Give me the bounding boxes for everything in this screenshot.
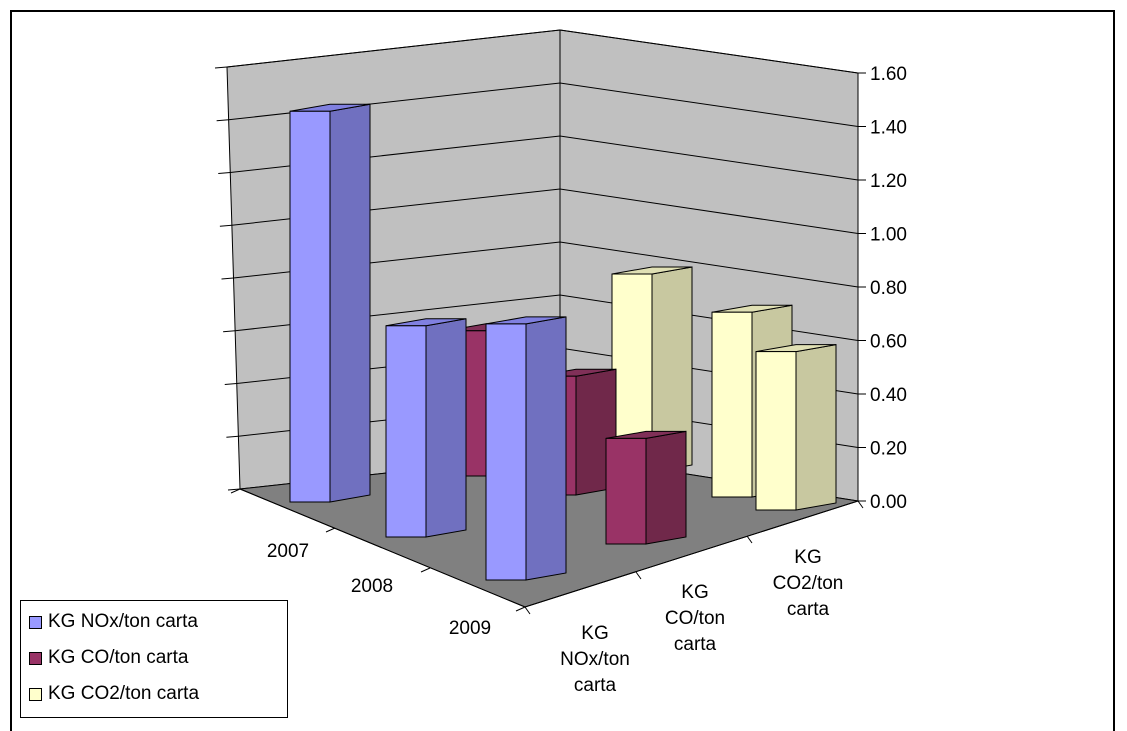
category-label: KG NOx/ton carta (560, 623, 630, 696)
category-label-line: carta (674, 634, 717, 655)
y-tick-label: 1.00 (870, 225, 907, 246)
category-label: KG CO/ton carta (665, 582, 725, 655)
category-label-line: carta (787, 599, 830, 620)
category-label-line: KG (794, 547, 821, 568)
category-label: KG CO2/ton carta (773, 547, 844, 620)
category-tick (857, 500, 864, 509)
y-tick-label: 0.60 (870, 332, 907, 353)
bar-side (645, 430, 687, 545)
year-label: 2008 (351, 576, 393, 597)
category-axis-labels: KG NOx/ton carta KG CO/ton carta KG CO2/ton cart… (560, 547, 843, 696)
left-wall-tick (226, 435, 239, 438)
left-wall-tick (214, 66, 228, 69)
y-tick-label: 0.40 (870, 385, 907, 406)
bar-side (425, 318, 467, 538)
category-label-line: CO2/ton (773, 573, 844, 594)
x-axis-labels: 2007 2008 2009 (230, 488, 864, 639)
left-wall-tick (216, 119, 229, 122)
year-tick (420, 567, 431, 573)
bar (605, 430, 687, 545)
bar-front (605, 437, 647, 545)
year-label: 2007 (267, 541, 309, 562)
y-tick-label: 1.20 (870, 171, 907, 192)
y-axis: 0.00 0.20 0.40 0.60 0.80 1.00 1.20 1.40 1.60 (857, 64, 907, 513)
bar-side (795, 344, 837, 511)
bar-side (329, 103, 371, 503)
y-tick-label: 0.00 (870, 492, 907, 513)
year-label: 2009 (449, 618, 491, 639)
left-wall-tick (223, 330, 236, 333)
bar-front (755, 351, 797, 511)
bars (289, 103, 837, 581)
bar-front (385, 325, 427, 538)
bar (755, 344, 837, 511)
category-label-line: NOx/ton (560, 649, 630, 670)
legend-item-co2: KG CO2/ton carta (29, 682, 199, 706)
legend-label: KG CO/ton carta (48, 647, 189, 668)
legend-item-nox: KG NOx/ton carta (29, 610, 198, 634)
bar-front (485, 323, 527, 581)
category-axis-line (524, 500, 859, 608)
category-label-line: KG (681, 582, 708, 603)
bar (385, 318, 467, 538)
gridline (226, 29, 859, 74)
category-label-line: CO/ton (665, 608, 725, 629)
left-wall-tick (218, 172, 231, 174)
category-label-line: KG (581, 623, 608, 644)
legend-swatch (29, 687, 42, 701)
bar (289, 103, 371, 503)
category-label-line: carta (574, 675, 617, 696)
y-tick-label: 1.60 (870, 64, 907, 85)
year-tick (230, 488, 241, 494)
left-wall-tick (224, 383, 237, 385)
legend-item-co: KG CO/ton carta (29, 646, 188, 670)
bar-front (711, 311, 753, 498)
bar-side (525, 316, 567, 581)
legend-swatch (29, 651, 42, 665)
category-tick (635, 571, 642, 580)
legend-label: KG NOx/ton carta (48, 611, 198, 632)
left-wall-tick (219, 224, 232, 227)
y-tick-label: 0.20 (870, 439, 907, 460)
y-tick-label: 0.80 (870, 278, 907, 299)
year-tick (515, 606, 526, 612)
chart-legend: KG NOx/ton carta KG CO/ton carta KG CO2/… (20, 600, 288, 718)
category-tick (524, 606, 531, 615)
year-axis-line (239, 488, 526, 608)
bar-front (289, 110, 331, 503)
legend-label: KG CO2/ton carta (48, 683, 200, 704)
y-tick-label: 1.40 (870, 118, 907, 139)
left-wall-tick (227, 488, 241, 491)
left-wall-tick (221, 277, 234, 280)
category-tick (746, 535, 753, 544)
bar (485, 316, 567, 581)
year-tick (325, 527, 336, 533)
legend-swatch (29, 615, 42, 629)
